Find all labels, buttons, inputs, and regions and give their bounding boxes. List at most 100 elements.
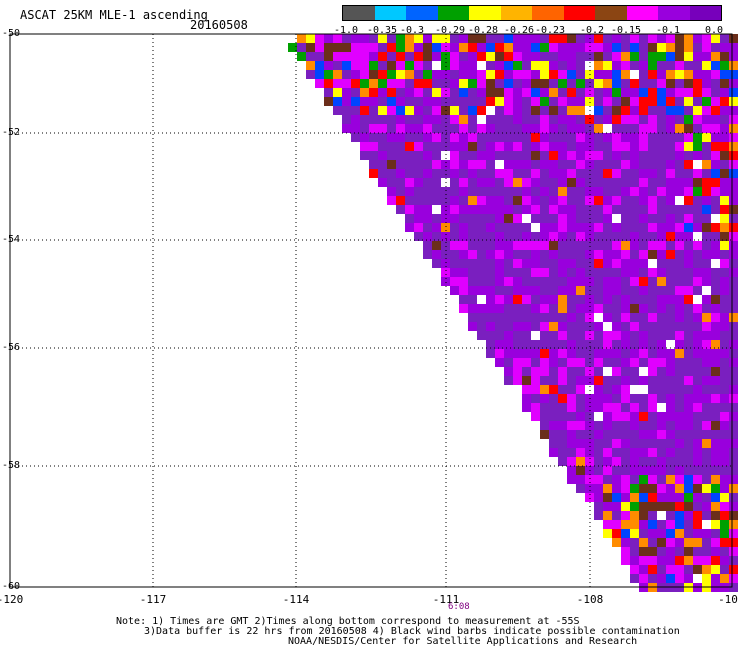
- data-cell: [459, 43, 468, 52]
- data-cell: [549, 232, 558, 241]
- data-cell: [594, 178, 603, 187]
- data-cell: [486, 268, 495, 277]
- data-cell: [324, 34, 333, 43]
- data-cell: [315, 70, 324, 79]
- data-cell: [603, 295, 612, 304]
- data-cell: [513, 88, 522, 97]
- data-cell: [729, 97, 738, 106]
- data-cell: [729, 88, 738, 97]
- data-cell: [666, 412, 675, 421]
- data-cell: [468, 52, 477, 61]
- data-cell: [657, 349, 666, 358]
- data-cell: [684, 358, 693, 367]
- data-cell: [576, 223, 585, 232]
- data-cell: [657, 430, 666, 439]
- data-cell: [468, 205, 477, 214]
- data-cell: [657, 475, 666, 484]
- data-cell: [603, 331, 612, 340]
- data-cell: [369, 88, 378, 97]
- data-cell: [540, 331, 549, 340]
- data-cell: [450, 88, 459, 97]
- data-cell: [576, 367, 585, 376]
- data-cell: [657, 439, 666, 448]
- data-cell: [657, 250, 666, 259]
- data-cell: [621, 232, 630, 241]
- data-cell: [450, 133, 459, 142]
- data-cell: [621, 205, 630, 214]
- data-cell: [477, 124, 486, 133]
- data-cell: [612, 160, 621, 169]
- data-cell: [657, 529, 666, 538]
- data-cell: [711, 205, 720, 214]
- data-cell: [549, 43, 558, 52]
- data-cell: [567, 286, 576, 295]
- data-cell: [513, 295, 522, 304]
- data-cell: [495, 205, 504, 214]
- data-cell: [657, 187, 666, 196]
- data-cell: [684, 97, 693, 106]
- data-cell: [531, 394, 540, 403]
- data-cell: [702, 115, 711, 124]
- data-cell: [360, 79, 369, 88]
- data-cell: [711, 160, 720, 169]
- data-cell: [531, 160, 540, 169]
- data-cell: [720, 142, 729, 151]
- longitude-label: -120: [0, 593, 24, 606]
- data-cell: [630, 34, 639, 43]
- data-cell: [639, 547, 648, 556]
- data-cell: [594, 151, 603, 160]
- data-cell: [711, 394, 720, 403]
- colorbar-swatch: [469, 6, 501, 20]
- data-cell: [558, 232, 567, 241]
- data-cell: [648, 565, 657, 574]
- data-cell: [693, 115, 702, 124]
- data-cell: [666, 133, 675, 142]
- data-cell: [675, 43, 684, 52]
- data-cell: [594, 349, 603, 358]
- data-cell: [603, 187, 612, 196]
- data-cell: [504, 43, 513, 52]
- data-cell: [531, 214, 540, 223]
- data-cell: [603, 493, 612, 502]
- data-cell: [486, 97, 495, 106]
- data-cell: [414, 232, 423, 241]
- data-cell: [702, 223, 711, 232]
- data-cell: [567, 88, 576, 97]
- data-cell: [648, 430, 657, 439]
- data-cell: [630, 286, 639, 295]
- data-cell: [666, 142, 675, 151]
- data-cell: [621, 322, 630, 331]
- data-cell: [648, 133, 657, 142]
- data-cell: [711, 502, 720, 511]
- data-cell: [675, 475, 684, 484]
- data-cell: [513, 367, 522, 376]
- data-cell: [711, 349, 720, 358]
- data-cell: [729, 232, 738, 241]
- data-cell: [567, 277, 576, 286]
- data-cell: [450, 187, 459, 196]
- data-cell: [711, 457, 720, 466]
- data-cell: [387, 70, 396, 79]
- data-cell: [594, 457, 603, 466]
- data-cell: [702, 439, 711, 448]
- data-cell: [639, 421, 648, 430]
- data-cell: [549, 160, 558, 169]
- data-cell: [648, 376, 657, 385]
- data-cell: [639, 151, 648, 160]
- data-cell: [621, 493, 630, 502]
- data-cell: [720, 187, 729, 196]
- data-cell: [657, 376, 666, 385]
- data-cell: [666, 538, 675, 547]
- data-cell: [315, 61, 324, 70]
- data-cell: [594, 196, 603, 205]
- data-cell: [549, 124, 558, 133]
- data-cell: [720, 574, 729, 583]
- data-cell: [576, 205, 585, 214]
- data-cell: [558, 331, 567, 340]
- data-cell: [612, 529, 621, 538]
- data-cell: [450, 115, 459, 124]
- chart-title: ASCAT 25KM MLE-1 ascending: [20, 8, 208, 22]
- data-cell: [657, 565, 666, 574]
- data-cell: [630, 214, 639, 223]
- data-cell: [468, 34, 477, 43]
